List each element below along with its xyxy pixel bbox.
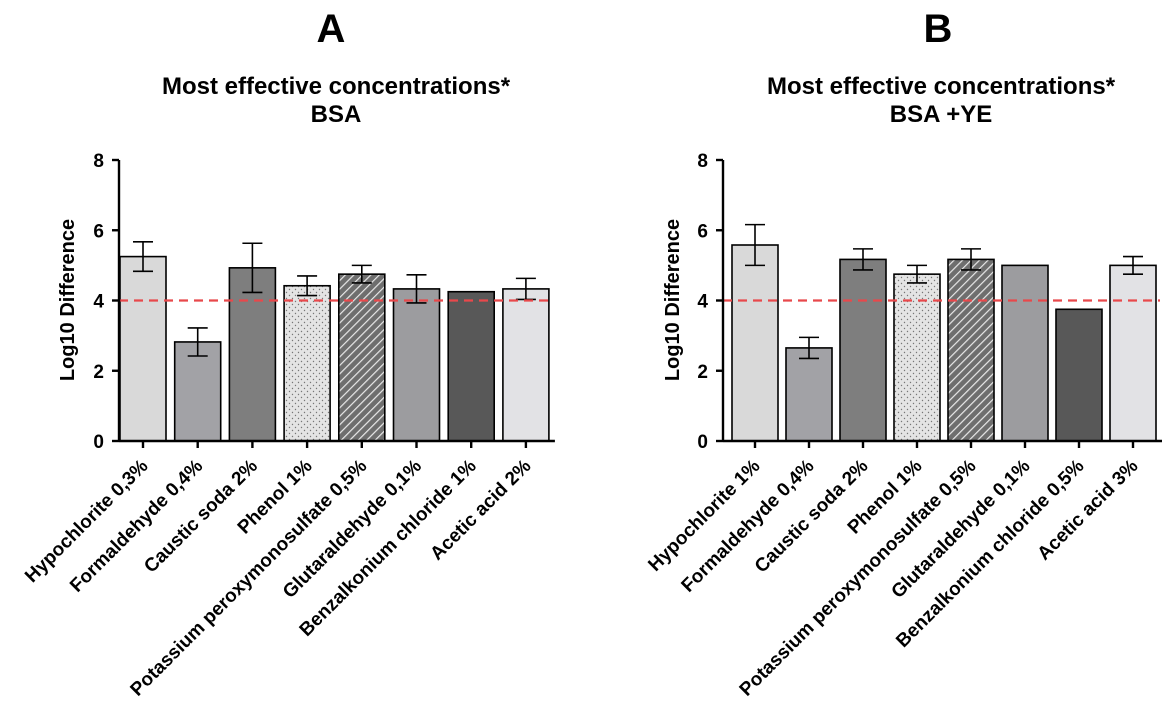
panel-b-bar-glutaraldehyde-0-1 — [1001, 264, 1049, 442]
panel-b-y-tick-label-4: 4 — [697, 292, 708, 313]
panel-b-y-tick-label-0: 0 — [697, 432, 708, 453]
panel-b-title-line-2: BSA +YE — [890, 101, 992, 128]
panel-b-category-label-acetic-acid-3: Acetic acid 3% — [1034, 456, 1143, 565]
panel-a-title-line-2: BSA — [311, 101, 362, 128]
panel-a-bar-acetic-acid-2 — [502, 288, 550, 442]
panel-a-bar-formaldehyde-0-4 — [173, 341, 222, 442]
panel-b-y-tick-label-2: 2 — [697, 362, 708, 383]
panel-b-letter: B — [924, 7, 953, 51]
panel-a-y-tick-label-8: 8 — [93, 151, 104, 172]
panel-a-y-tick-label-6: 6 — [93, 221, 104, 242]
panel-b-bar-phenol-1 — [893, 273, 941, 442]
panel-a-y-tick-label-2: 2 — [93, 362, 104, 383]
panel-a-bar-caustic-soda-2 — [228, 267, 277, 442]
panel-a-bar-glutaraldehyde-0-1 — [392, 288, 441, 442]
panel-a-y-axis-label: Log10 Difference — [57, 219, 79, 381]
panel-b-y-axis-label: Log10 Difference — [662, 219, 684, 381]
chart-panel-b: B Most effective concentrations* BSA +YE… — [644, 7, 1162, 700]
panel-a-bar-potassium-peroxymonosulfate-0-5 — [337, 273, 386, 442]
panel-b-bar-benzalkonium-chloride-0-5 — [1055, 308, 1103, 442]
panel-b-bar-formaldehyde-0-4 — [785, 347, 833, 442]
panel-b-bar-acetic-acid-3 — [1109, 264, 1157, 442]
panel-a-category-label-acetic-acid-2: Acetic acid 2% — [426, 456, 535, 565]
panel-b-y-tick-label-8: 8 — [697, 151, 708, 172]
panel-a-title-line-1: Most effective concentrations* — [162, 73, 511, 100]
panel-a-y-tick-label-4: 4 — [93, 292, 104, 313]
panel-b-bar-potassium-peroxymonosulfate-0-5 — [947, 258, 995, 442]
panel-a-bar-hypochlorite-0-3 — [119, 255, 167, 442]
panel-a-letter: A — [317, 7, 346, 51]
panel-b-bar-caustic-soda-2 — [839, 258, 887, 442]
panel-b-title-line-1: Most effective concentrations* — [767, 73, 1116, 100]
chart-panel-a: A Most effective concentrations* BSA Log… — [21, 7, 555, 700]
panel-a-bar-phenol-1 — [283, 284, 331, 442]
panel-a-y-tick-label-0: 0 — [93, 432, 104, 453]
panel-b-y-tick-label-6: 6 — [697, 221, 708, 242]
panel-a-bar-benzalkonium-chloride-1 — [447, 290, 496, 442]
panel-b-bar-hypochlorite-1 — [731, 244, 779, 442]
